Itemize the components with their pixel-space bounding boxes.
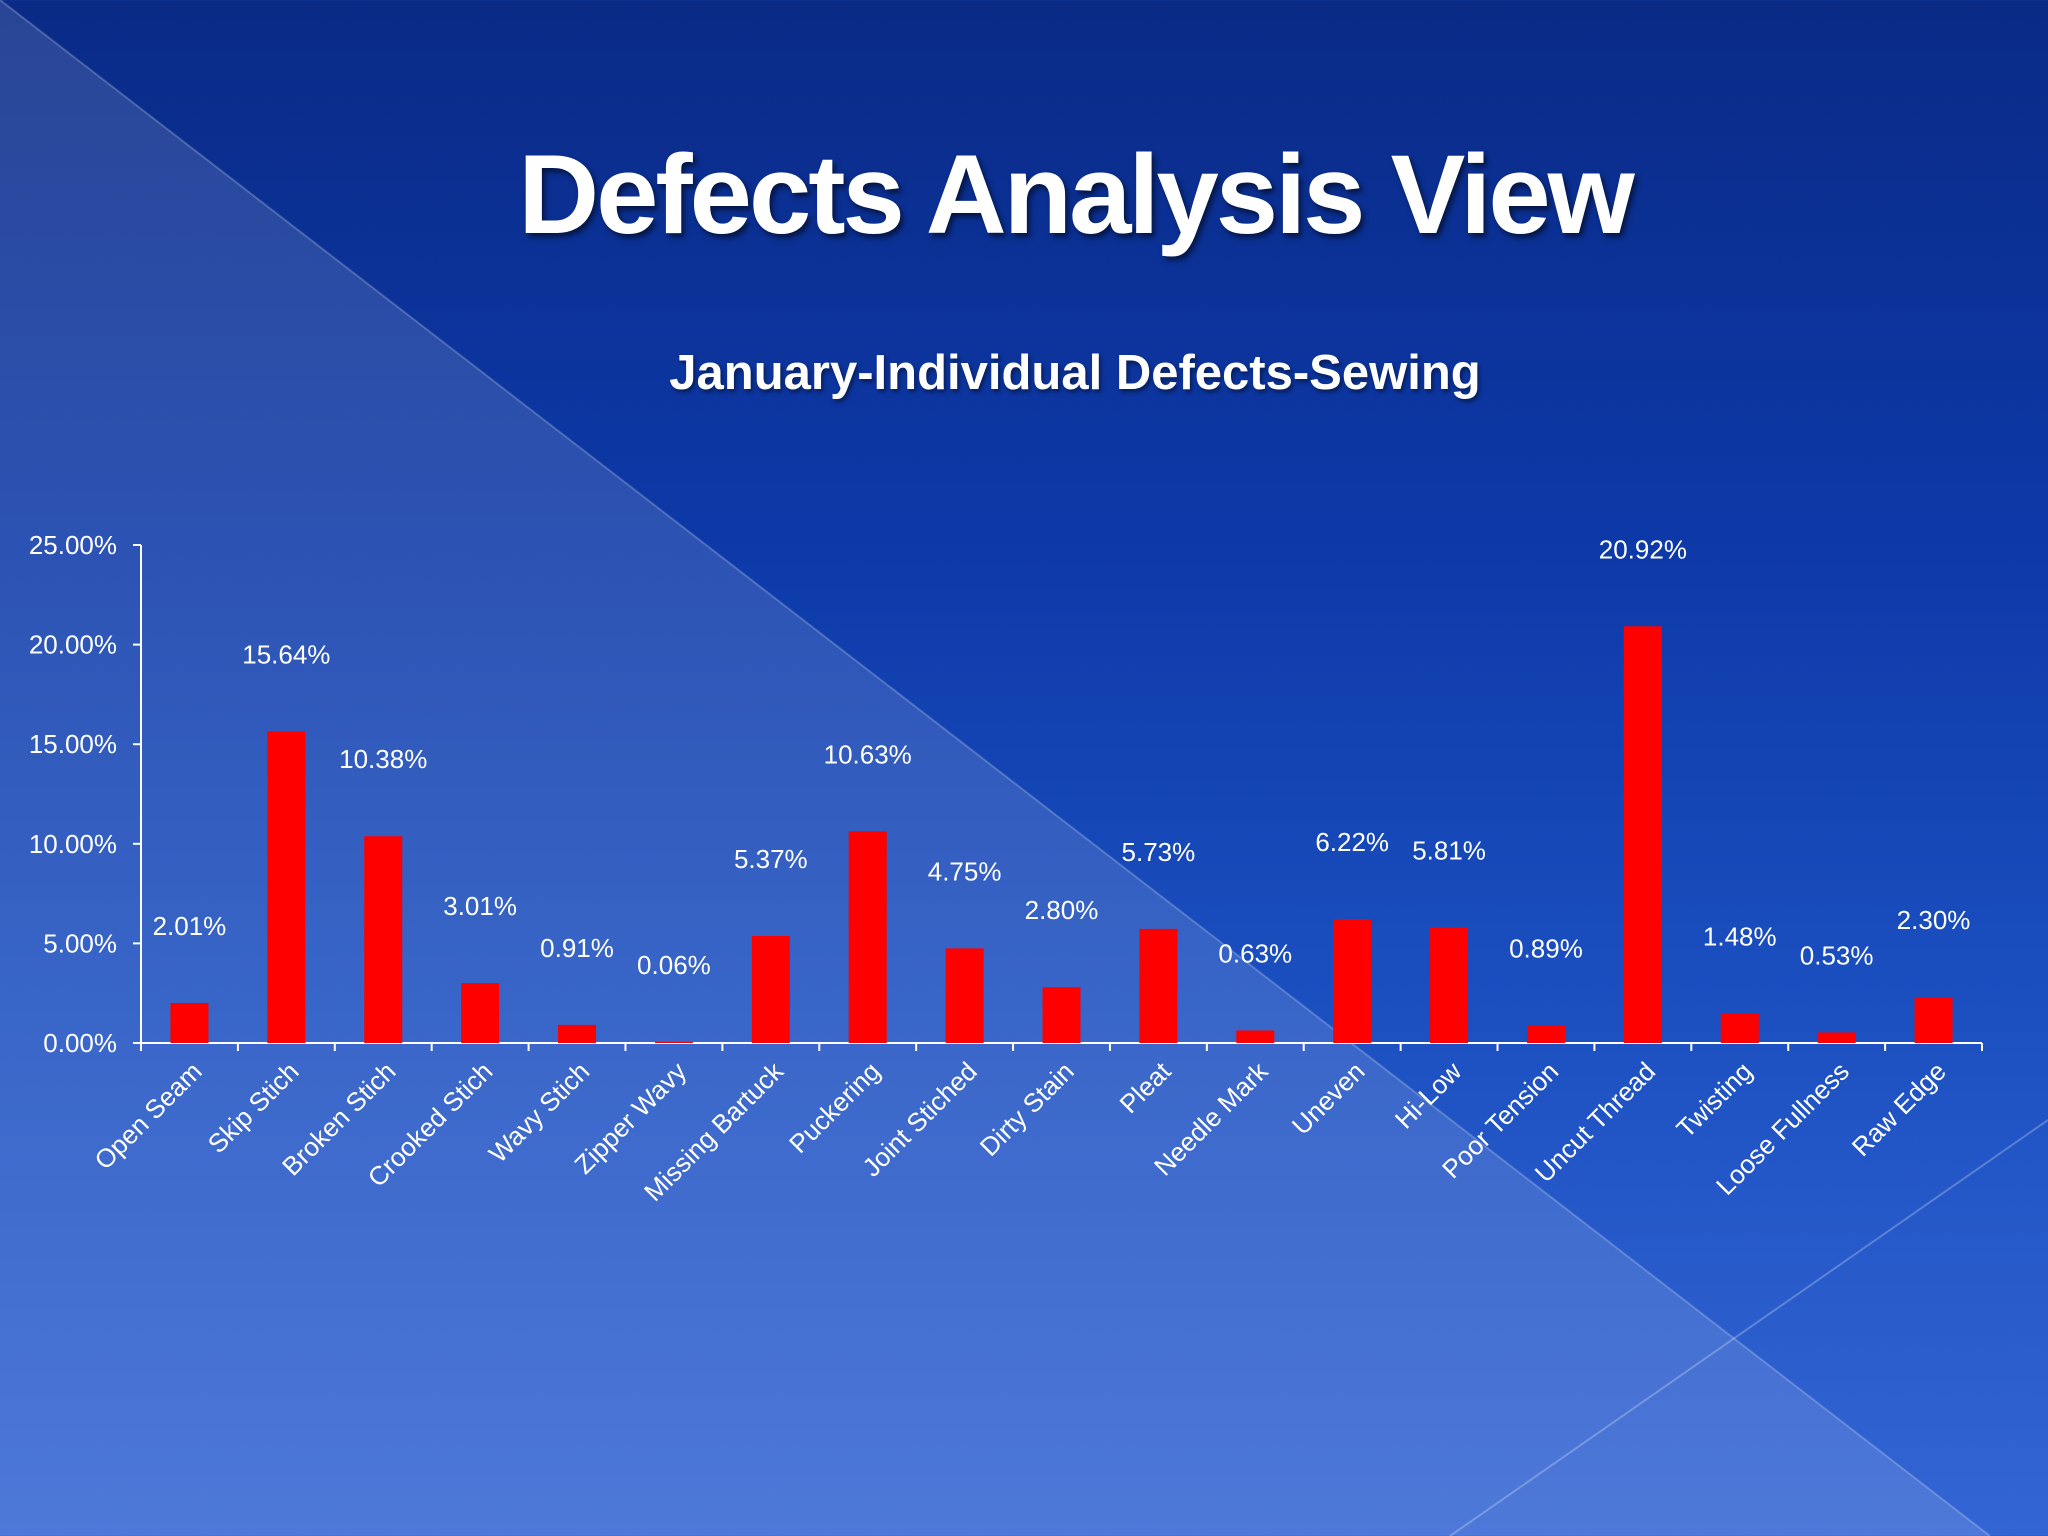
data-label: 0.91% (540, 933, 614, 963)
category-label: Pleat (1114, 1055, 1178, 1119)
y-tick-label: 5.00% (43, 928, 117, 958)
bar (1914, 997, 1953, 1043)
bar (1526, 1025, 1565, 1043)
data-label: 4.75% (928, 856, 1002, 886)
bar (1236, 1030, 1275, 1043)
data-label: 0.89% (1509, 933, 1583, 963)
background-light-panel (0, 0, 1990, 1536)
bar (461, 983, 500, 1043)
bar (1333, 919, 1372, 1043)
data-labels: 2.01% 15.64% 10.38% 3.01% 0.91% 0.06% 5.37% 10.… (153, 534, 1971, 980)
bar (1720, 1013, 1759, 1043)
bar (945, 948, 984, 1043)
bar (1139, 928, 1178, 1043)
bar (364, 836, 403, 1043)
bar (1042, 987, 1081, 1043)
data-label: 10.38% (339, 744, 427, 774)
category-label: Uneven (1286, 1056, 1371, 1141)
category-label: Dirty Stain (974, 1056, 1080, 1162)
bar (1623, 626, 1662, 1043)
category-label: Puckering (783, 1056, 886, 1159)
bar (654, 1041, 693, 1043)
category-label: Twisting (1670, 1056, 1758, 1144)
y-tick-label: 25.00% (29, 530, 117, 560)
data-label: 1.48% (1703, 922, 1777, 952)
bar (751, 936, 790, 1043)
data-label: 0.63% (1218, 938, 1292, 968)
data-label: 15.64% (242, 639, 330, 669)
y-axis-ticks: 0.00% 5.00% 10.00% 15.00% 20.00% 25.00% (29, 530, 141, 1058)
slide-title: Defects Analysis View (518, 132, 1635, 257)
x-axis-ticks (140, 1043, 1983, 1051)
category-label: Hi-Low (1389, 1056, 1468, 1135)
data-label: 3.01% (443, 891, 517, 921)
background-corner-line (1449, 1119, 2048, 1536)
data-label: 6.22% (1315, 827, 1389, 857)
data-label: 10.63% (824, 739, 912, 769)
bar (267, 731, 306, 1043)
data-label: 5.81% (1412, 835, 1486, 865)
category-label: Raw Edge (1846, 1056, 1952, 1162)
data-label: 2.30% (1897, 905, 1971, 935)
bar (170, 1002, 209, 1043)
category-label: Open Seam (88, 1056, 207, 1175)
y-tick-label: 20.00% (29, 630, 117, 660)
y-tick-label: 10.00% (29, 829, 117, 859)
y-tick-label: 15.00% (29, 729, 117, 759)
chart-title: January-Individual Defects-Sewing (669, 346, 1481, 400)
bar (558, 1024, 597, 1043)
category-label: Skip Stich (202, 1056, 305, 1159)
data-label: 5.73% (1122, 837, 1196, 867)
data-label: 20.92% (1599, 534, 1687, 564)
background-diagonal-line (0, 0, 1990, 1536)
bars (170, 626, 1953, 1043)
data-label: 2.80% (1025, 895, 1099, 925)
data-label: 5.37% (734, 844, 808, 874)
data-label: 0.06% (637, 950, 711, 980)
data-label: 0.53% (1800, 940, 1874, 970)
bar (1817, 1032, 1856, 1043)
y-tick-label: 0.00% (43, 1028, 117, 1058)
bar (1430, 927, 1469, 1043)
bar (848, 831, 887, 1043)
data-label: 2.01% (153, 911, 227, 941)
